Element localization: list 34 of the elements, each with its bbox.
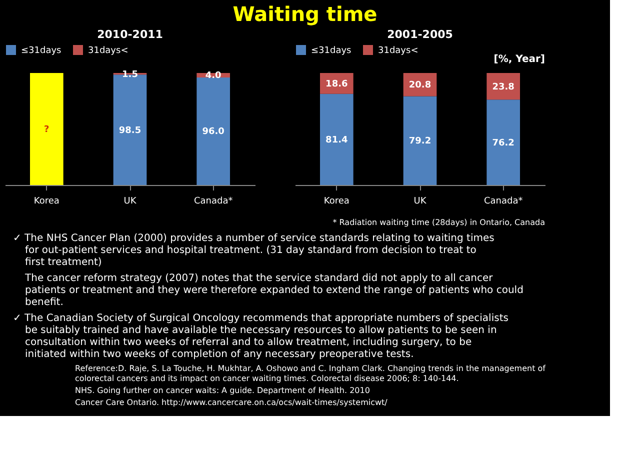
text: Cancer Care Ontario. http://www.cancercare.on.ca/ocs/wait-times/systemicwt/	[75, 398, 388, 407]
legend-label: 31days<	[378, 46, 418, 56]
data-label: ?	[44, 125, 50, 135]
text: [%, Year]	[494, 54, 545, 65]
data-label: 98.5	[118, 126, 142, 136]
text: Reference:D. Raje, S. La Touche, H. Mukhtar, A. Oshowo and C. Ingham Clark. Changing trends in the management of colorectal cancers and its impact on cancer waiting times. Colorectal disease 2006; 8: 140-144.	[75, 364, 546, 383]
data-label: 96.0	[202, 127, 224, 138]
x-tick-label: Canada*	[484, 196, 524, 206]
data-label: 23.8	[492, 82, 514, 92]
legend-label: 31days<	[88, 46, 128, 56]
bar	[403, 96, 437, 185]
x-tick-label: Canada*	[194, 196, 234, 206]
chart-title: 2010-2011	[97, 28, 163, 41]
bar	[320, 94, 354, 185]
data-label: 79.2	[408, 136, 432, 147]
x-tick-label: UK	[414, 196, 428, 206]
text: ✓ The Canadian Society of Surgical Oncology recommends that appropriate numbers of specialists be suitably trained and have available the necessary resources to allow patients to be seen in consultation within two weeks of referral and to allow treatment, including surgery, to be initiated within two weeks of completion of any necessary preoperative tests.	[13, 313, 508, 360]
bar	[486, 73, 520, 100]
bar	[486, 100, 520, 185]
legend-label: ≤31days	[311, 46, 352, 56]
chart-title: 2001-2005	[387, 28, 453, 41]
data-label: 81.4	[326, 135, 348, 146]
x-tick-label: Korea	[34, 196, 60, 206]
text: ✓ The NHS Cancer Plan (2000) provides a number of service standards relating to waiting times for out-patient services and hospital treatment. (31 day standard from decision to treat to first treatment)	[13, 233, 494, 268]
text: * Radiation waiting time (28days) in Ontario, Canada	[332, 218, 546, 227]
data-label: 20.8	[408, 80, 432, 91]
legend-label: ≤31days	[21, 46, 62, 56]
data-label: 18.6	[326, 79, 348, 90]
x-tick-label: UK	[124, 196, 138, 206]
text: NHS. Going further on cancer waits: A guide. Department of Health. 2010	[75, 386, 370, 395]
x-tick-label: Korea	[324, 196, 350, 206]
text: Waiting time	[232, 2, 378, 26]
data-label: 76.2	[492, 138, 514, 148]
text: The cancer reform strategy (2007) notes that the service standard did not apply to all cancer patients or treatment and they were therefore expanded to extend the range of patients who could benefit.	[24, 273, 524, 308]
